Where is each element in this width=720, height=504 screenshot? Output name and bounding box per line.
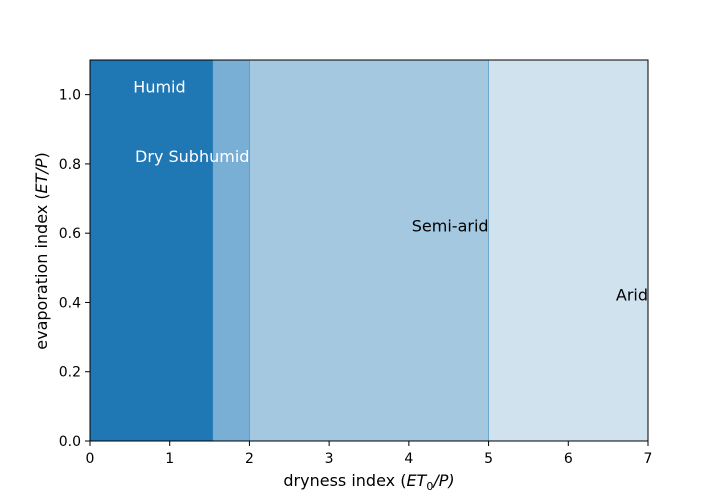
y-tick-label: 0.2 [59,365,81,381]
region-label-semi-arid: Semi-arid [412,216,489,235]
x-tick-label: 1 [165,451,174,467]
y-tick-label: 0.4 [59,295,81,311]
region-label-humid: Humid [133,78,185,97]
x-tick-label: 7 [644,451,653,467]
region-label-arid: Arid [616,286,648,305]
region-dry-subhumid [212,59,250,442]
y-axis-label: evaporation index (ET/P) [32,152,51,349]
climate-regions [89,59,649,442]
y-tick-label: 0.8 [59,157,81,173]
region-labels: Humid Dry Subhumid Semi-arid Arid [133,78,648,305]
x-tick-label: 0 [86,451,95,467]
x-tick-label: 6 [564,451,573,467]
x-tick-label: 4 [404,451,413,467]
x-tick-label: 5 [484,451,493,467]
plot-frame [89,59,649,442]
y-tick-label: 0.6 [59,226,81,242]
region-semi-arid [249,59,489,442]
y-tick-label: 0.0 [59,434,81,450]
x-tick-label: 3 [325,451,334,467]
region-arid [488,59,649,442]
y-axis-ticks: 0.0 0.2 0.4 0.6 0.8 1.0 [59,88,90,450]
region-label-dry-subhumid: Dry Subhumid [135,147,249,166]
region-humid [89,59,214,442]
x-axis-ticks: 0 1 2 3 4 5 6 7 [86,441,653,467]
x-axis-label: dryness index (ET0/P) [283,471,454,493]
y-tick-label: 1.0 [59,88,81,104]
x-tick-label: 2 [245,451,254,467]
